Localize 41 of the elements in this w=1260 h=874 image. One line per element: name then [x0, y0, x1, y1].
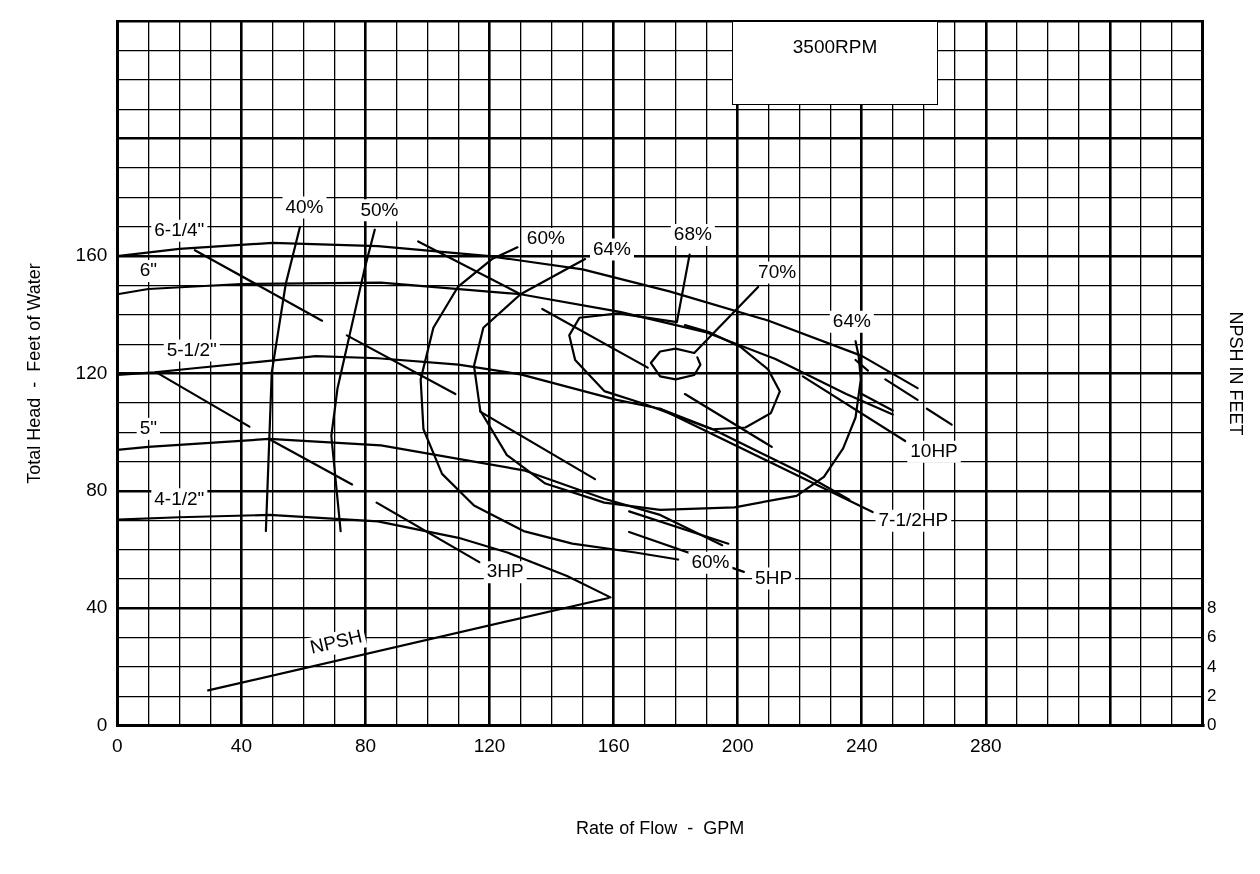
x-tick-label: 40	[230, 735, 252, 757]
y-axis-title: Total Head - Feet of Water	[23, 263, 44, 484]
y2-tick-label: 8	[1206, 597, 1217, 617]
x-tick-label: 240	[845, 735, 878, 757]
annotation: 5HP	[755, 566, 793, 588]
annotation: 10HP	[910, 439, 958, 461]
x-tick-label: 0	[112, 735, 123, 757]
annotation: 3HP	[486, 560, 524, 582]
y-tick-label: 160	[75, 244, 108, 266]
y2-tick-label: 2	[1206, 685, 1217, 705]
y-tick-label: 80	[86, 479, 108, 501]
x-tick-label: 280	[969, 735, 1002, 757]
annotation: 4-1/2"	[154, 487, 205, 509]
x-axis-title: Rate of Flow - GPM	[576, 818, 745, 839]
annotation: 60%	[691, 551, 730, 573]
x-tick-label: 80	[354, 735, 377, 757]
annotation: 5-1/2"	[166, 338, 217, 360]
annotation: 6"	[139, 259, 157, 281]
text: NPSH	[307, 625, 365, 658]
y-tick-label: 120	[75, 361, 108, 383]
y-tick-label: 0	[96, 713, 108, 735]
y2-axis-title: NPSH IN FEET	[1226, 311, 1247, 436]
x-tick-label: 120	[473, 735, 506, 757]
annotation: 70%	[758, 260, 797, 282]
y2-tick-label: 4	[1206, 656, 1217, 676]
label-box: 3500RPM	[731, 21, 939, 106]
annotation: 64%	[592, 237, 632, 259]
annotation: 64%	[832, 309, 871, 331]
annotation: 7-1/2HP	[878, 508, 949, 530]
annotation: 6-1/4"	[154, 219, 205, 241]
annotation: 60%	[526, 227, 565, 249]
y-tick-label: 40	[86, 596, 108, 618]
y2-tick-label: 0	[1206, 715, 1217, 735]
y2-tick-label: 6	[1206, 627, 1217, 647]
annotation: 40%	[285, 195, 324, 217]
annotation: 68%	[673, 223, 712, 245]
x-tick-label: 160	[597, 735, 630, 757]
annotation: 3500RPM	[792, 36, 878, 58]
annotation: 5"	[139, 417, 157, 439]
annotation: 50%	[360, 198, 399, 220]
x-tick-label: 200	[721, 735, 754, 757]
